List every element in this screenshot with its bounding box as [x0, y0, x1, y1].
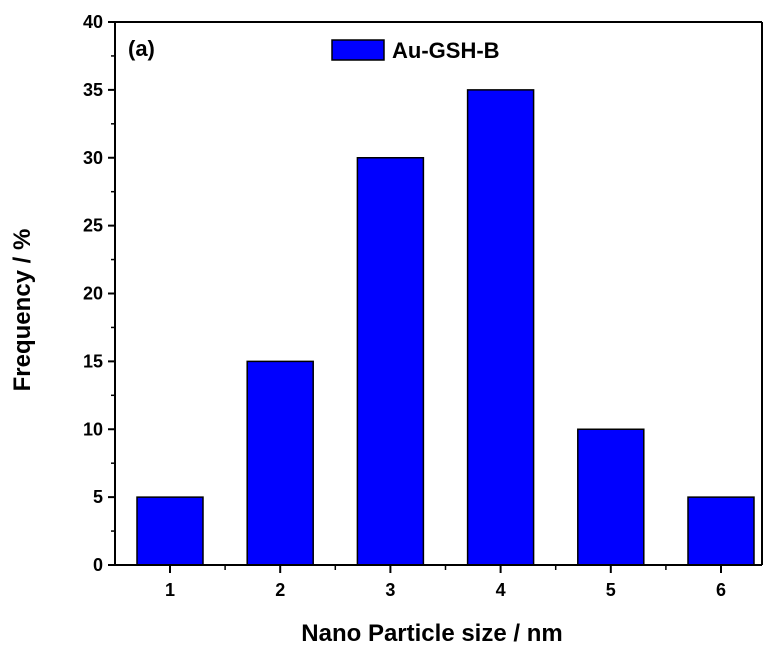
- x-tick-label-1: 1: [165, 580, 175, 600]
- bar-5: [577, 428, 645, 566]
- bar-6: [687, 496, 755, 566]
- legend-swatch: [331, 39, 385, 61]
- x-tick-label-6: 6: [716, 580, 726, 600]
- x-tick-label-3: 3: [385, 580, 395, 600]
- panel-label: (a): [128, 36, 155, 61]
- bar-1: [136, 496, 204, 566]
- x-tick-label-2: 2: [275, 580, 285, 600]
- y-tick-label-5: 5: [93, 487, 103, 507]
- y-tick-label-35: 35: [83, 80, 103, 100]
- y-tick-label-20: 20: [83, 284, 103, 304]
- y-axis-title: Frequency / %: [9, 229, 36, 392]
- y-tick-label-30: 30: [83, 148, 103, 168]
- y-tick-label-25: 25: [83, 216, 103, 236]
- x-tick-label-5: 5: [606, 580, 616, 600]
- bar-4: [466, 89, 535, 566]
- y-tick-label-40: 40: [83, 12, 103, 32]
- x-axis-title: Nano Particle size / nm: [301, 620, 562, 647]
- y-ticks-group: 0 5 10 15 20 25 30 35 40: [83, 12, 115, 575]
- y-tick-label-15: 15: [83, 351, 103, 371]
- bar-2: [246, 360, 314, 566]
- legend: Au-GSH-B: [331, 38, 500, 63]
- axes-group: [114, 21, 763, 566]
- bar-3: [356, 157, 425, 566]
- x-ticks-group: 1 2 3 4 5 6: [165, 565, 726, 600]
- x-tick-label-4: 4: [496, 580, 506, 600]
- y-tick-label-10: 10: [83, 419, 103, 439]
- bars-group: [136, 89, 755, 566]
- legend-label: Au-GSH-B: [392, 38, 500, 63]
- y-tick-label-0: 0: [93, 555, 103, 575]
